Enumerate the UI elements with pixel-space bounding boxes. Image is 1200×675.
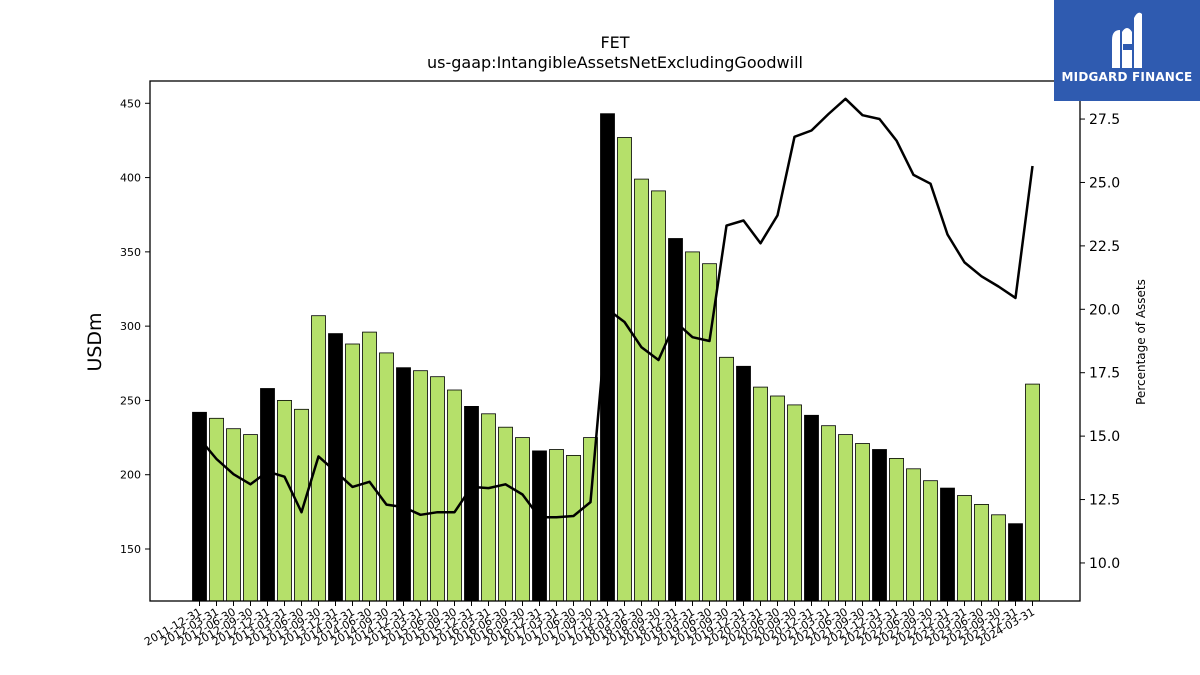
bar-2018-09-30 [651,190,666,602]
midgard-m-logo-icon [1112,12,1142,69]
bar-2015-03-31 [413,370,428,602]
chart-title: FET [600,33,629,52]
bar-2019-03-31 [685,251,700,602]
y-tick-label: 150 [120,543,141,556]
bar-2018-03-31 [617,137,632,602]
bar-2023-12-31 [1008,523,1023,602]
y2-tick-label: 27.5 [1089,112,1120,128]
bar-2015-09-30 [447,389,462,602]
bar-2013-06-30 [294,408,309,602]
bar-2014-12-31 [396,367,411,602]
bar-2019-09-30 [719,356,734,602]
bar-2013-03-31 [277,399,292,602]
y2-tick-label: 22.5 [1089,239,1120,255]
logo-text: MIDGARD FINANCE [1061,70,1193,84]
y2-axis-label: Percentage of Assets [1134,279,1148,405]
bar-2018-12-31 [668,238,683,602]
bar-2024-03-31 [1025,383,1040,602]
bar-2018-06-30 [634,178,649,602]
bar-2016-06-30 [498,426,513,602]
bar-2017-09-30 [583,437,598,602]
bar-2012-12-31 [260,388,275,602]
plot-frame [149,80,1081,602]
y-tick-label: 200 [120,469,141,482]
percentage-line [198,97,1034,519]
y-tick-label: 450 [120,97,141,110]
bar-2014-09-30 [379,352,394,602]
bar-2022-09-30 [923,480,938,602]
bar-2021-12-31 [872,449,887,602]
bar-2020-06-30 [770,395,785,602]
bar-2023-09-30 [991,514,1006,602]
bar-2022-06-30 [906,468,921,602]
y-tick-label: 400 [120,172,141,185]
bar-2021-03-31 [821,425,836,602]
bar-2020-03-31 [753,386,768,602]
bar-2015-12-31 [464,405,479,602]
y-tick-label: 250 [120,394,141,407]
bar-2012-09-30 [243,434,258,602]
chart-subtitle: us-gaap:IntangibleAssetsNetExcludingGood… [427,53,803,72]
bar-2012-06-30 [226,428,241,602]
bar-2019-12-31 [736,365,751,602]
logo: MIDGARD FINANCE [1054,0,1200,101]
bar-2022-12-31 [940,487,955,602]
y-axis-label: USDm [84,312,106,371]
bar-2016-12-31 [532,450,547,602]
bar-2017-06-30 [566,454,581,602]
bar-2017-03-31 [549,449,564,602]
bar-2014-03-31 [345,343,360,602]
y2-tick-label: 20.0 [1089,302,1120,318]
bar-2014-06-30 [362,331,377,602]
bar-2020-12-31 [804,414,819,602]
y-tick-label: 300 [120,320,141,333]
bar-2015-06-30 [430,376,445,602]
bar-2023-03-31 [957,495,972,602]
bar-2016-09-30 [515,437,530,602]
bar-2021-06-30 [838,434,853,602]
y2-tick-label: 15.0 [1089,429,1120,445]
y-tick-label: 350 [120,246,141,259]
bar-2020-09-30 [787,404,802,602]
y2-tick-label: 17.5 [1089,366,1120,382]
bar-2016-03-31 [481,413,496,602]
bar-2023-06-30 [974,503,989,602]
y2-tick-label: 25.0 [1089,175,1120,191]
y2-tick-label: 12.5 [1089,493,1120,509]
bar-2012-03-31 [209,417,224,602]
y2-tick-label: 10.0 [1089,556,1120,572]
bar-2021-09-30 [855,443,870,602]
bar-2022-03-31 [889,457,904,602]
